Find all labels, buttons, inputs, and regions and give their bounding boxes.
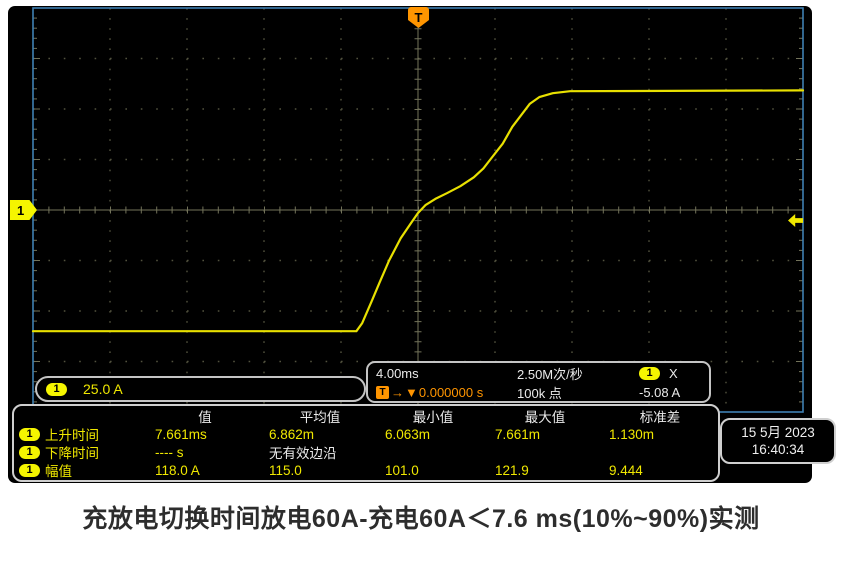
- arrow-right-icon: →: [391, 385, 404, 400]
- trigger-offset-value: 0.000000 s: [418, 385, 484, 400]
- measurement-row-fall-time: 1 下降时间: [14, 442, 148, 462]
- measurement-stddev: 9.444: [609, 462, 643, 478]
- measurement-min: 101.0: [385, 462, 419, 478]
- measurement-average: 6.862m: [269, 426, 315, 442]
- channel1-badge: 1: [19, 427, 40, 441]
- trigger-source-badge: 1: [639, 367, 660, 380]
- measurement-value: 7.661ms: [155, 426, 207, 442]
- timebase-info-box[interactable]: 4.00ms 2.50M次/秒 1 X T → ▼ 0.000000 s 100…: [366, 361, 711, 403]
- trigger-t-icon: T: [376, 386, 389, 399]
- measurement-min: 6.063m: [385, 426, 431, 442]
- measurement-average: 115.0: [269, 462, 302, 478]
- datetime-box: 15 5月 2023 16:40:34: [720, 418, 836, 464]
- measurement-name: 下降时间: [45, 446, 99, 461]
- time-label: 16:40:34: [751, 442, 805, 457]
- measurement-name: 幅值: [45, 464, 72, 479]
- trigger-offset-readout: T → ▼ 0.000000 s: [376, 385, 517, 400]
- measurement-table[interactable]: 值 平均值 最小值 最大值 标准差 1 上升时间 7.661ms 6.862m …: [12, 404, 720, 482]
- channel1-info-box[interactable]: 1 25.0 A: [35, 376, 366, 402]
- trigger-type: X: [669, 366, 678, 381]
- trigger-position-marker[interactable]: T: [408, 7, 429, 28]
- sample-rate: 2.50M次/秒: [517, 367, 583, 382]
- measurement-value: ---- s: [155, 444, 184, 460]
- memory-depth: 100k 点: [517, 386, 562, 401]
- timebase-scale: 4.00ms: [376, 366, 419, 381]
- trigger-position-marker-label: T: [414, 10, 423, 25]
- measurement-row-rise-time: 1 上升时间: [14, 424, 148, 444]
- waveform-trace: [31, 89, 805, 333]
- measurement-header-stddev: 标准差: [639, 410, 681, 425]
- channel1-badge: 1: [19, 445, 40, 459]
- measurement-max: 7.661m: [495, 426, 541, 442]
- measurement-value: 118.0 A: [155, 462, 200, 478]
- trigger-level-value: -5.08 A: [639, 385, 681, 400]
- channel1-level-marker-label: 1: [17, 202, 25, 218]
- measurement-no-valid-edge: 无有效边沿: [269, 446, 337, 461]
- oscilloscope-screen: 1 T 1 25.0 A 4.00ms 2.50M次/秒 1 X T → ▼ 0…: [8, 6, 836, 483]
- trigger-marker-icon: ▼: [405, 385, 418, 400]
- measurement-stddev: 1.130m: [609, 426, 655, 442]
- trigger-source: 1 X: [639, 366, 701, 381]
- date-label: 15 5月 2023: [741, 425, 815, 440]
- measurement-header-max: 最大值: [524, 410, 566, 425]
- measurement-header-min: 最小值: [412, 410, 454, 425]
- channel1-badge: 1: [19, 463, 40, 477]
- channel1-scale: 25.0 A: [83, 381, 123, 397]
- figure-caption: 充放电切换时间放电60A-充电60A＜7.6 ms(10%~90%)实测: [82, 505, 760, 533]
- measurement-name: 上升时间: [45, 428, 99, 443]
- measurement-header-average: 平均值: [299, 410, 341, 425]
- channel1-level-marker[interactable]: 1: [10, 200, 37, 220]
- measurement-row-amplitude: 1 幅值: [14, 460, 148, 480]
- channel1-badge: 1: [46, 382, 67, 396]
- measurement-max: 121.9: [495, 462, 529, 478]
- measurement-header-value: 值: [198, 410, 212, 425]
